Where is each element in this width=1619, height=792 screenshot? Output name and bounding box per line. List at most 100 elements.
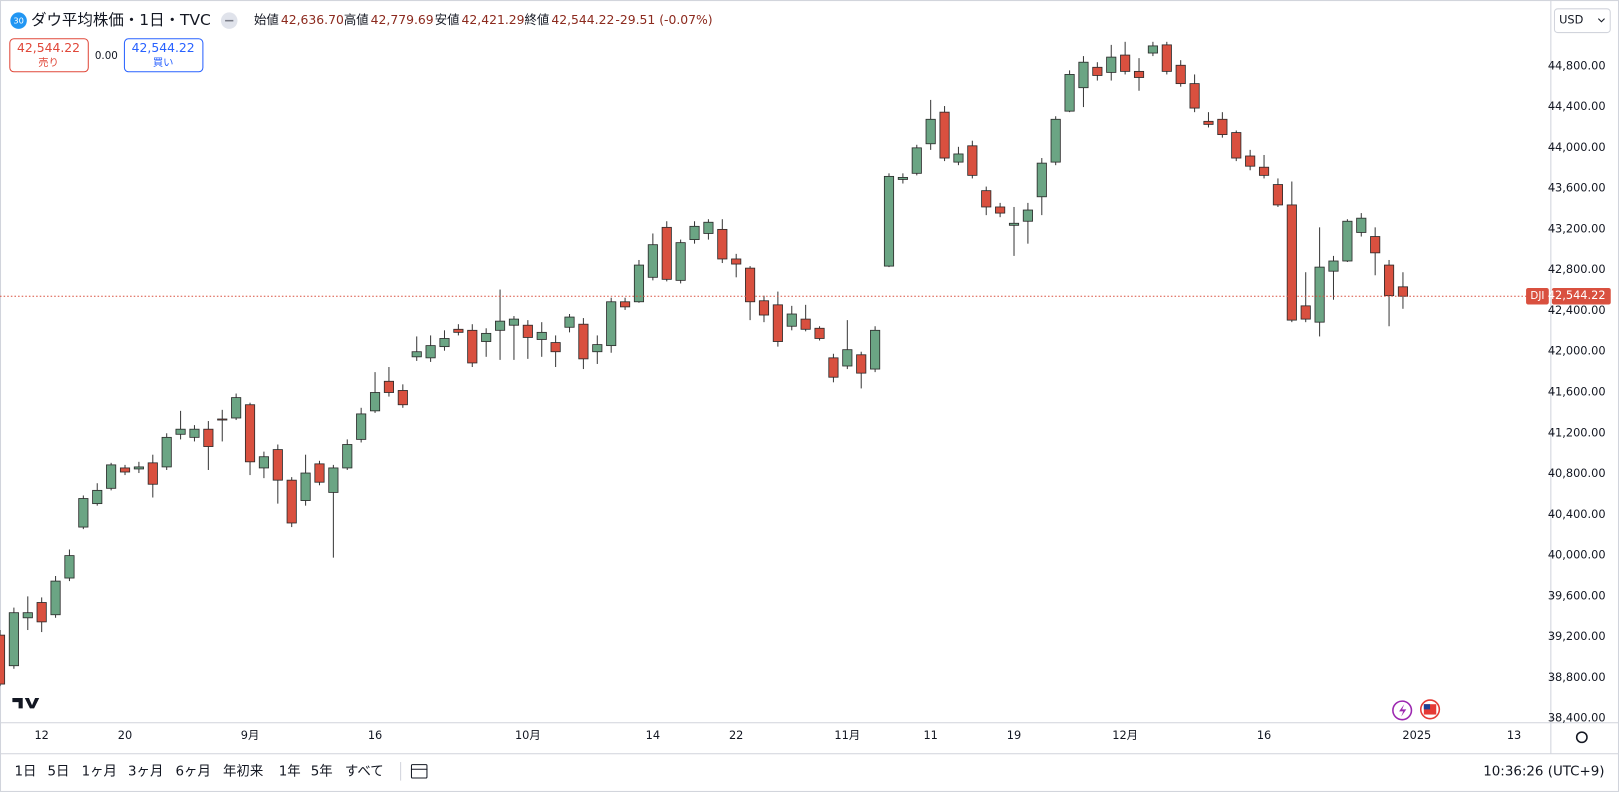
candle-body <box>731 258 742 265</box>
candle-body <box>1231 132 1242 159</box>
logo <box>12 698 40 709</box>
candle-body <box>8 612 19 667</box>
y-tick-label: 38,400.00 <box>1548 711 1606 725</box>
x-tick-label: 16 <box>1257 728 1271 742</box>
ohlc-label: 終値 <box>525 12 550 27</box>
y-tick-label: 44,400.00 <box>1548 99 1606 113</box>
x-tick-label: 12 <box>34 728 48 742</box>
candle-body <box>175 428 186 435</box>
ohlc-value: 42,544.22 <box>551 12 614 27</box>
candle-body <box>856 354 867 374</box>
range-button[interactable]: 5年 <box>311 763 333 779</box>
candle-body <box>1022 209 1033 222</box>
x-tick-label: 14 <box>646 728 660 742</box>
sell-button[interactable] <box>9 38 89 73</box>
candle-body <box>550 342 561 353</box>
x-tick-label: 11 <box>923 728 937 742</box>
ohlc-value: 42,636.70 <box>281 12 344 27</box>
range-button[interactable]: すべて <box>345 763 384 779</box>
candle-body <box>1286 204 1297 321</box>
candle-body <box>870 329 881 370</box>
candle-body <box>425 345 436 359</box>
range-button[interactable]: 1年 <box>279 763 301 779</box>
candle-body <box>328 467 339 493</box>
candle-body <box>981 190 992 208</box>
y-tick-label: 40,400.00 <box>1548 507 1606 521</box>
candle-body <box>244 404 256 463</box>
x-tick-label: 22 <box>729 728 743 742</box>
candle-body <box>258 456 269 469</box>
range-button[interactable]: 年初来 <box>223 763 263 779</box>
x-tick-label: 16 <box>368 728 382 742</box>
range-button[interactable]: 3ヶ月 <box>128 764 163 779</box>
candle-body <box>1078 61 1089 89</box>
range-button[interactable]: 5日 <box>47 764 69 779</box>
candle-body <box>1036 162 1047 198</box>
x-tick-label: 19 <box>1007 728 1021 742</box>
candle-body <box>953 153 964 163</box>
candle-body <box>883 175 895 267</box>
candle-body <box>203 428 214 447</box>
y-tick-label: 40,000.00 <box>1548 548 1606 562</box>
ohlc-label: 高値 <box>344 12 369 27</box>
buy-price: 42,544.22 <box>132 40 195 55</box>
goto-date-icon[interactable] <box>410 764 428 779</box>
candle-body <box>1245 155 1256 167</box>
candle-body <box>647 244 658 278</box>
y-tick-label: 38,800.00 <box>1548 670 1606 684</box>
candle-body <box>661 226 672 280</box>
candle-body <box>1258 166 1270 176</box>
candle-body <box>800 318 811 330</box>
candle-body <box>272 449 283 481</box>
candle-body <box>50 580 61 616</box>
last-price-label: 42,544.22 <box>1548 288 1606 302</box>
spread: 0.00 <box>95 50 118 62</box>
candle-body <box>369 392 381 412</box>
candle-body <box>633 264 645 303</box>
candle-body <box>189 428 200 438</box>
buy-button[interactable] <box>123 38 204 73</box>
symbol-title[interactable]: ダウ平均株価・1日・TVC <box>31 11 211 29</box>
candle-body <box>411 351 422 358</box>
range-button[interactable]: 1日 <box>14 764 36 779</box>
candle-body <box>64 555 75 579</box>
dropdown-arrow <box>1597 18 1605 23</box>
x-tick-label: 13 <box>1507 728 1521 742</box>
candle-body <box>1272 184 1283 206</box>
candle-body <box>147 462 158 485</box>
x-tick-label: 11月 <box>834 728 860 742</box>
candle-body <box>1397 286 1409 297</box>
candle-body <box>772 304 783 342</box>
candle-body <box>1314 266 1325 323</box>
x-tick-label: 2025 <box>1402 728 1431 742</box>
candle-body <box>397 390 408 406</box>
candle-body <box>0 634 6 685</box>
y-tick-label: 40,800.00 <box>1548 466 1606 480</box>
candle-body <box>1161 44 1172 72</box>
y-tick-label: 42,400.00 <box>1548 303 1606 317</box>
candle-body <box>1120 54 1131 72</box>
candle-body <box>439 338 450 348</box>
candle-body <box>314 463 325 483</box>
candle-body <box>717 228 728 260</box>
candle-body <box>300 472 311 501</box>
candle-body <box>1106 56 1117 73</box>
x-tick-label: 12月 <box>1112 728 1138 742</box>
y-tick-label: 41,600.00 <box>1548 385 1606 399</box>
candle-body <box>133 466 144 470</box>
currency-dropdown[interactable] <box>1553 8 1611 34</box>
candle-body <box>703 221 714 234</box>
settings-icon[interactable] <box>1575 731 1588 744</box>
range-button[interactable]: 1ヶ月 <box>82 764 117 779</box>
sell-price: 42,544.22 <box>17 40 80 55</box>
ohlc-label: 安値 <box>435 12 460 27</box>
range-button[interactable]: 6ヶ月 <box>176 764 211 779</box>
y-tick-label: 39,200.00 <box>1548 629 1606 643</box>
candle-body <box>675 242 686 281</box>
candle-body <box>578 323 589 360</box>
clock: 10:36:26 (UTC+9) <box>1483 764 1604 779</box>
candle-body <box>22 612 33 619</box>
x-tick-label: 9月 <box>241 728 260 742</box>
candle-body <box>564 316 575 328</box>
